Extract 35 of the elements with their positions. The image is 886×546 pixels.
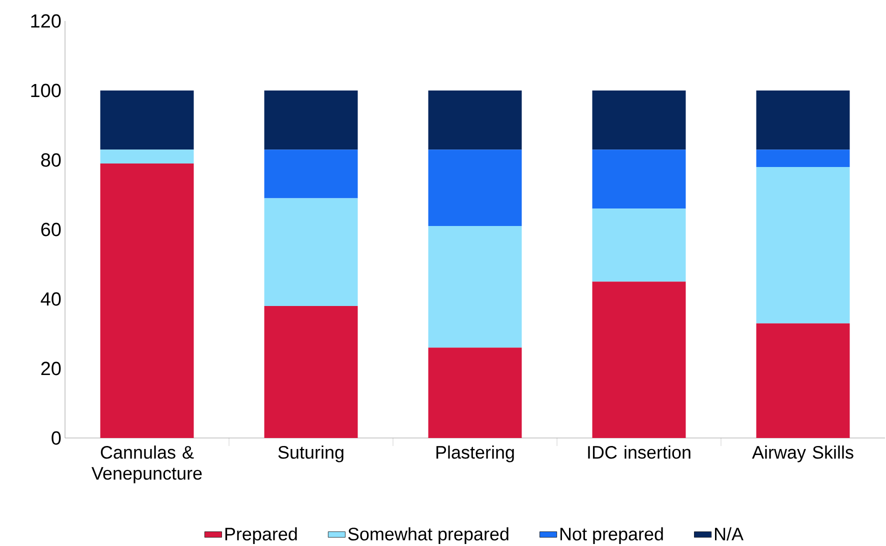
legend-label: Prepared (225, 527, 297, 544)
bar (428, 226, 522, 348)
y-tick-label: 0 (52, 431, 61, 445)
y-tick-label: 20 (41, 362, 61, 376)
y-tick-label: 100 (31, 84, 61, 98)
legend-label: Not prepared (560, 527, 663, 544)
bar (264, 198, 358, 306)
bar (592, 90, 686, 150)
x-tick-label: Suturing (278, 446, 344, 462)
x-tick-label: Airway Skills (752, 446, 854, 462)
bar (756, 323, 850, 438)
bar (428, 90, 522, 150)
bar (264, 150, 358, 198)
bar (428, 150, 522, 226)
bar (756, 166, 850, 324)
x-tick-label: IDC insertion (588, 446, 690, 459)
bar (428, 348, 522, 438)
bar (264, 90, 358, 150)
bar (100, 90, 194, 150)
y-tick-label: 120 (31, 14, 61, 28)
bar (592, 208, 686, 282)
bar (756, 90, 850, 150)
bar (264, 306, 358, 438)
bar (592, 150, 686, 209)
bar (100, 150, 194, 164)
bar (100, 163, 194, 438)
y-tick-label: 80 (41, 153, 61, 167)
legend-label: Somewhat prepared (348, 527, 508, 544)
bar (756, 150, 850, 167)
y-tick-label: 60 (41, 222, 61, 236)
bar (592, 282, 686, 438)
y-tick-label: 40 (40, 292, 61, 306)
legend-label: N/A (715, 527, 744, 540)
x-tick-label: Plastering (436, 446, 514, 462)
x-tick-label: Cannulas & Venepuncture (92, 446, 202, 484)
